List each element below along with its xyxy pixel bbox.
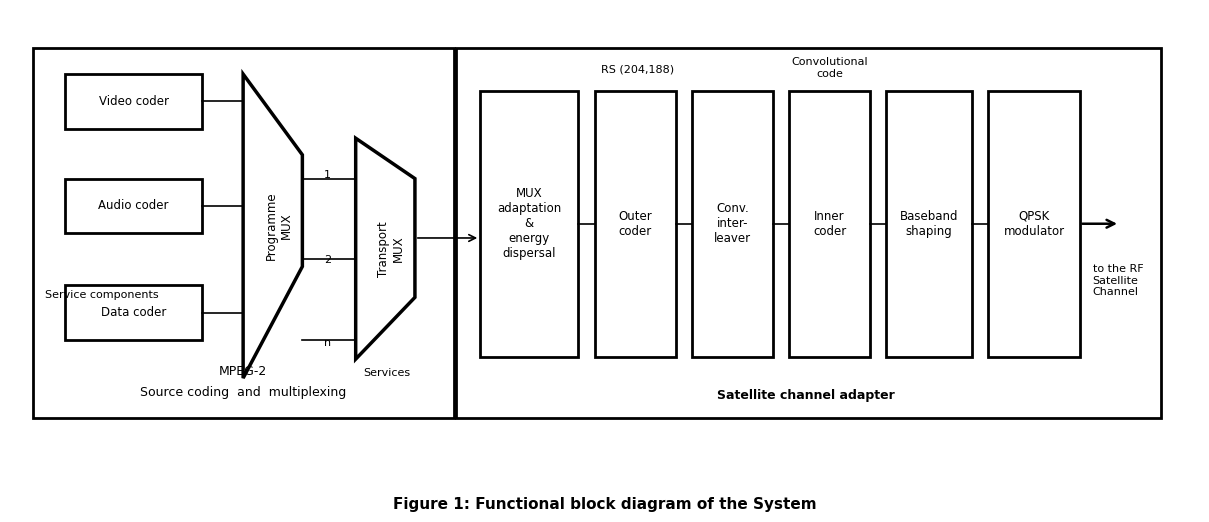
Bar xyxy=(789,91,870,357)
Text: Outer
coder: Outer coder xyxy=(619,210,652,238)
Text: QPSK
modulator: QPSK modulator xyxy=(1003,210,1065,238)
Text: 1: 1 xyxy=(324,170,331,180)
Text: Data coder: Data coder xyxy=(100,306,166,319)
Bar xyxy=(65,179,202,233)
Bar xyxy=(886,91,972,357)
Text: Service components: Service components xyxy=(45,290,158,300)
Polygon shape xyxy=(355,138,415,359)
Text: n: n xyxy=(324,338,331,348)
Bar xyxy=(693,91,773,357)
Bar xyxy=(65,286,202,340)
Text: Satellite channel adapter: Satellite channel adapter xyxy=(717,389,895,402)
Bar xyxy=(457,48,1162,419)
Text: to the RF
Satellite
Channel: to the RF Satellite Channel xyxy=(1093,264,1144,298)
Text: Video coder: Video coder xyxy=(99,95,168,108)
Bar xyxy=(595,91,676,357)
Text: Figure 1: Functional block diagram of the System: Figure 1: Functional block diagram of th… xyxy=(393,496,816,512)
Text: Services: Services xyxy=(363,367,410,377)
Text: Baseband
shaping: Baseband shaping xyxy=(899,210,959,238)
Text: Audio coder: Audio coder xyxy=(98,199,169,212)
Text: Transport
MUX: Transport MUX xyxy=(377,221,405,277)
Text: Source coding  and  multiplexing: Source coding and multiplexing xyxy=(140,386,346,399)
Bar xyxy=(480,91,578,357)
Bar xyxy=(989,91,1080,357)
Text: Conv.
inter-
leaver: Conv. inter- leaver xyxy=(713,202,751,245)
Text: MPEG-2: MPEG-2 xyxy=(219,365,267,378)
Text: 2: 2 xyxy=(324,255,331,265)
Polygon shape xyxy=(243,74,302,378)
Text: Inner
coder: Inner coder xyxy=(812,210,846,238)
Text: RS (204,188): RS (204,188) xyxy=(601,64,675,74)
Text: MUX
adaptation
&
energy
dispersal: MUX adaptation & energy dispersal xyxy=(497,187,561,260)
Text: Convolutional
code: Convolutional code xyxy=(792,57,868,79)
Bar xyxy=(34,48,455,419)
Text: Programme
MUX: Programme MUX xyxy=(265,192,293,260)
Bar xyxy=(65,74,202,129)
